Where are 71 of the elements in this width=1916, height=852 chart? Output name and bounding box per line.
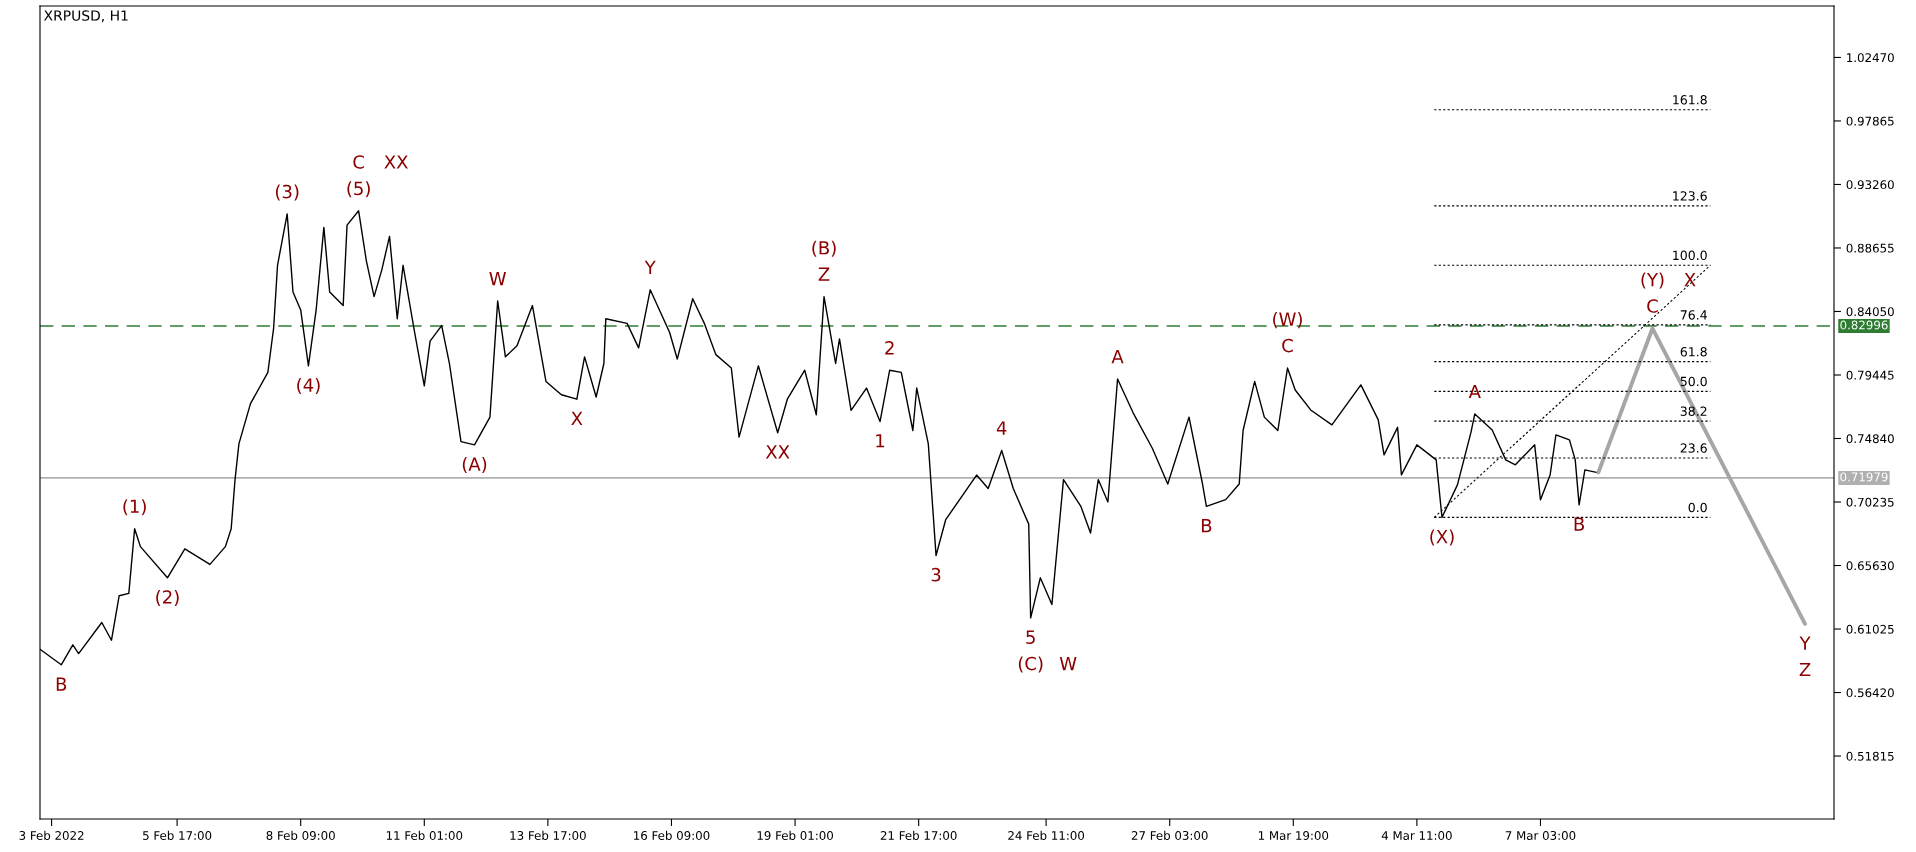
- x-tick-label: 16 Feb 09:00: [634, 830, 710, 840]
- annotation: 50.0: [1680, 376, 1707, 387]
- x-tick-label: 5 Feb 17:00: [143, 830, 212, 840]
- y-tick-label: 0.70235: [1846, 497, 1894, 507]
- x-tick-label: 27 Feb 03:00: [1131, 830, 1208, 840]
- x-tick-label: 4 Mar 11:00: [1381, 831, 1452, 840]
- x-tick-label: 7 Mar 03:00: [1505, 831, 1576, 840]
- annotation: (4): [297, 377, 320, 395]
- ref-line-label: 0.71979: [1840, 472, 1888, 482]
- y-tick-label: 1.02470: [1847, 53, 1894, 63]
- annotation: 161.8: [1673, 95, 1707, 105]
- annotation: Z: [818, 267, 830, 281]
- annotation: (2): [156, 589, 179, 606]
- annotation: C: [1282, 338, 1293, 353]
- annotation: 5: [1026, 630, 1035, 644]
- y-tick-label: 0.65630: [1846, 561, 1894, 571]
- annotation: C: [1647, 299, 1658, 313]
- annotation: 61.8: [1680, 347, 1707, 357]
- x-tick-label: 3 Feb 2022: [19, 830, 84, 840]
- y-tick-label: 0.79445: [1846, 370, 1894, 380]
- annotation: XX: [765, 445, 790, 459]
- x-tick-label: 13 Feb 17:00: [510, 830, 586, 840]
- annotation: B: [1574, 517, 1585, 531]
- annotation: 123.6: [1673, 191, 1707, 201]
- x-tick-label: 8 Feb 09:00: [266, 830, 335, 840]
- annotation: Z: [1799, 662, 1811, 677]
- annotation: (5): [347, 181, 370, 198]
- y-tick-label: 0.56420: [1846, 688, 1894, 698]
- y-tick-label: 0.61025: [1846, 624, 1894, 634]
- annotation: 0.0: [1688, 502, 1707, 513]
- annotation: (X): [1430, 529, 1454, 546]
- annotation: Y: [1799, 636, 1811, 650]
- y-tick-label: 0.74840: [1846, 434, 1894, 444]
- annotation: 3: [931, 567, 941, 582]
- x-tick-label: 21 Feb 17:00: [880, 830, 957, 840]
- annotation: 2: [885, 340, 894, 355]
- y-tick-label: 0.97865: [1846, 116, 1894, 126]
- annotation: W: [1059, 656, 1077, 671]
- annotation: Y: [644, 260, 656, 274]
- x-tick-label: 11 Feb 01:00: [386, 830, 463, 840]
- annotation: 76.4: [1680, 310, 1707, 320]
- annotation: C: [353, 155, 364, 169]
- annotation: W: [489, 271, 507, 286]
- annotation: 4: [996, 421, 1007, 435]
- y-tick-label: 0.93260: [1846, 180, 1894, 190]
- x-tick-label: 1 Mar 19:00: [1258, 831, 1329, 840]
- y-tick-label: 0.84050: [1846, 307, 1894, 317]
- annotation: XX: [384, 155, 408, 169]
- annotation: (A): [462, 456, 487, 474]
- annotation: 23.6: [1680, 443, 1707, 453]
- annotation: B: [56, 677, 67, 691]
- annotation: A: [1111, 350, 1124, 364]
- annotation: B: [1201, 519, 1212, 533]
- y-tick-label: 0.88655: [1846, 243, 1894, 253]
- annotation: (W): [1273, 312, 1302, 329]
- chart-title: XRPUSD, H1: [44, 10, 128, 23]
- annotation: (Y): [1641, 272, 1664, 289]
- annotation: X: [571, 411, 583, 426]
- ref-line-label: 0.82996: [1840, 320, 1888, 330]
- annotation: 1: [876, 434, 885, 448]
- annotation: (C): [1018, 656, 1043, 673]
- x-tick-label: 19 Feb 01:00: [757, 830, 833, 840]
- x-tick-label: 24 Feb 11:00: [1008, 830, 1085, 840]
- annotation: A: [1468, 384, 1481, 399]
- annotation: (1): [123, 499, 146, 516]
- annotation: 38.2: [1680, 406, 1707, 416]
- y-tick-label: 0.51815: [1846, 751, 1894, 761]
- annotation: (3): [275, 184, 299, 201]
- annotation: 100.0: [1673, 250, 1707, 261]
- annotation: (B): [812, 240, 836, 257]
- annotation: X: [1684, 273, 1696, 287]
